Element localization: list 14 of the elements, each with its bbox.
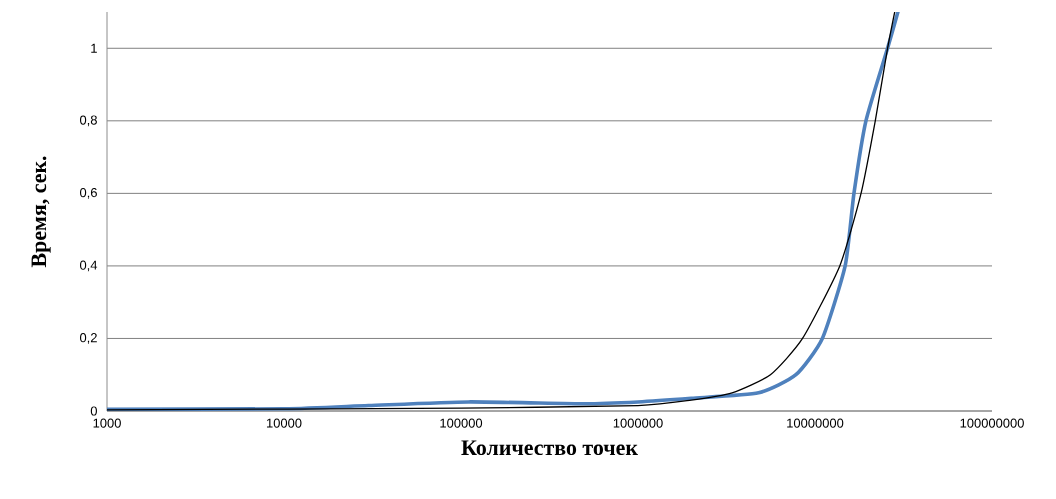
y-tick-label: 0 xyxy=(90,406,97,416)
x-tick-label: 100000 xyxy=(440,418,483,428)
x-tick-label: 1000 xyxy=(93,418,121,428)
x-tick-label: 10000000 xyxy=(787,418,844,428)
x-tick-label: 100000000 xyxy=(960,418,1024,428)
y-tick-label: 0,6 xyxy=(79,188,97,199)
y-tick-label: 0,8 xyxy=(79,115,97,127)
x-tick-label: 1000000 xyxy=(613,418,663,428)
y-axis-title: Время, сек. xyxy=(31,156,51,268)
y-tick-label: 0,2 xyxy=(79,333,97,344)
y-tick-label: 0,4 xyxy=(79,260,98,272)
y-tick-label: 1 xyxy=(91,43,97,53)
x-axis-title: Количество точек xyxy=(461,440,638,456)
x-tick-label: 10000 xyxy=(266,418,302,428)
